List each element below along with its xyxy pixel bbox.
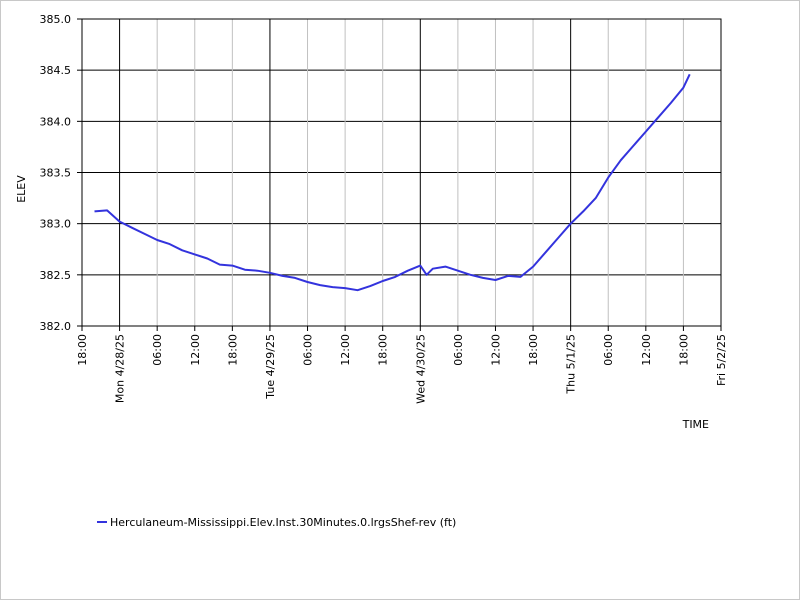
y-tick-label: 382.5 <box>40 269 72 282</box>
x-tick-label: 12:00 <box>489 334 502 366</box>
x-axis-label: TIME <box>682 418 709 431</box>
series-layer <box>94 73 691 292</box>
x-tick-label: 18:00 <box>377 334 390 366</box>
x-tick-label: Thu 5/1/25 <box>565 334 578 395</box>
x-tick-label: Mon 4/28/25 <box>114 334 127 403</box>
series-line <box>94 73 691 292</box>
x-tick-label: Fri 5/2/25 <box>715 334 728 386</box>
legend: Herculaneum-Mississippi.Elev.Inst.30Minu… <box>97 516 456 529</box>
x-tick-label: 06:00 <box>452 334 465 366</box>
x-tick-label: 12:00 <box>640 334 653 366</box>
x-tick-label: 12:00 <box>339 334 352 366</box>
x-tick-label: 18:00 <box>677 334 690 366</box>
y-tick-label: 384.5 <box>40 64 72 77</box>
x-tick-label: 18:00 <box>527 334 540 366</box>
x-tick-label: 06:00 <box>151 334 164 366</box>
y-tick-label: 384.0 <box>40 115 72 128</box>
x-tick-label: 18:00 <box>76 334 89 366</box>
y-tick-label: 385.0 <box>40 13 72 26</box>
x-tick-label: 12:00 <box>189 334 202 366</box>
x-axis-ticks: 18:00 Mon 4/28/25 06:00 12:00 18:00 Tue 4/29/… <box>76 326 728 404</box>
x-tick-label: 06:00 <box>302 334 315 366</box>
x-tick-label: 18:00 <box>226 334 239 366</box>
x-tick-label: Wed 4/30/25 <box>414 334 427 404</box>
legend-label: Herculaneum-Mississippi.Elev.Inst.30Minu… <box>110 516 456 529</box>
y-tick-label: 383.5 <box>40 167 72 180</box>
y-tick-label: 383.0 <box>40 218 72 231</box>
x-tick-label: 06:00 <box>602 334 615 366</box>
y-axis-ticks: 382.0 382.5 383.0 383.5 384.0 384.5 385.0 <box>40 13 82 333</box>
y-tick-label: 382.0 <box>40 320 72 333</box>
y-axis-label: ELEV <box>15 175 28 203</box>
x-tick-label: Tue 4/29/25 <box>264 334 277 400</box>
grid-lines <box>81 18 722 327</box>
